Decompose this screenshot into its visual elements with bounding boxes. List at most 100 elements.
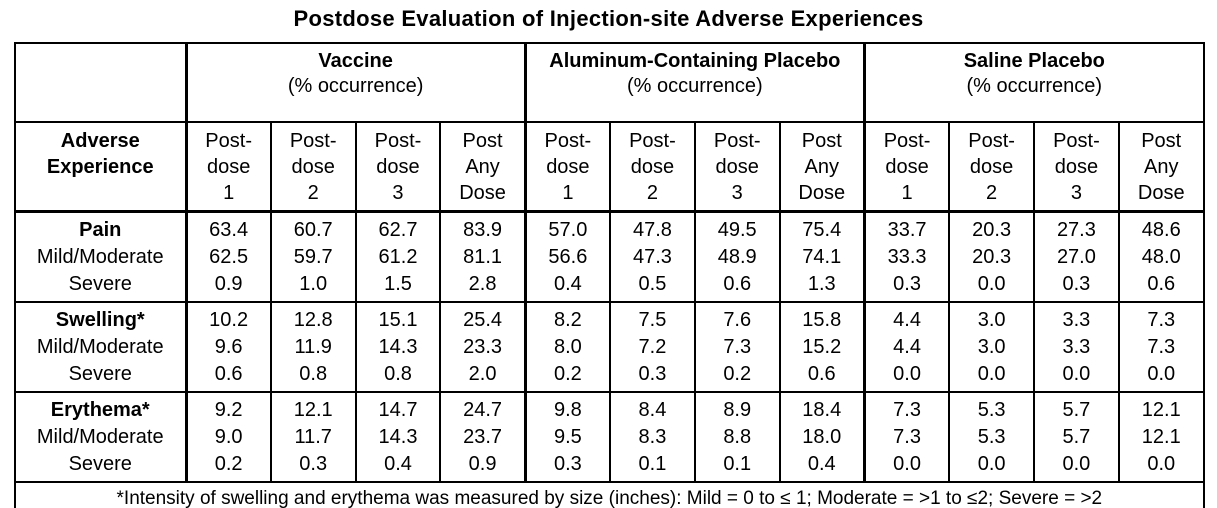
value-line: 74.1: [781, 244, 863, 271]
value-cell: 60.759.71.0: [271, 212, 356, 303]
value-line: 4.4: [866, 307, 948, 334]
value-line: 81.1: [441, 244, 523, 271]
value-line: 48.6: [1120, 217, 1203, 244]
value-line: 15.2: [781, 334, 863, 361]
value-cell: 33.733.30.3: [864, 212, 949, 303]
row-header-line: Experience: [16, 154, 185, 180]
value-line: 60.7: [272, 217, 355, 244]
document-page: Postdose Evaluation of Injection-site Ad…: [0, 0, 1217, 508]
group-header-vaccine: Vaccine (% occurrence): [186, 43, 525, 122]
col-header-group1-postdose3: Post-dose3: [356, 122, 441, 212]
value-cell: 48.648.00.6: [1119, 212, 1204, 303]
value-line: 47.3: [611, 244, 694, 271]
value-line: 0.9: [188, 271, 270, 298]
value-line: 47.8: [611, 217, 694, 244]
value-line: 27.0: [1035, 244, 1118, 271]
row-header-line: Adverse: [16, 128, 185, 154]
value-line: 8.0: [527, 334, 609, 361]
value-line: 20.3: [950, 217, 1033, 244]
value-line: 56.6: [527, 244, 609, 271]
value-line: 14.3: [357, 334, 440, 361]
value-line: 2.0: [441, 361, 523, 388]
value-line: 9.8: [527, 397, 609, 424]
col-header-group2-postdose2: Post-dose2: [610, 122, 695, 212]
value-line: 9.0: [188, 424, 270, 451]
table-body: PainMild/ModerateSevere63.462.50.960.759…: [15, 212, 1204, 483]
value-line: 0.6: [696, 271, 779, 298]
value-cell: 75.474.11.3: [780, 212, 865, 303]
footnote-row: *Intensity of swelling and erythema was …: [15, 482, 1204, 508]
value-line: 0.4: [357, 451, 440, 478]
value-cell: 49.548.90.6: [695, 212, 780, 303]
value-line: 0.6: [1120, 271, 1203, 298]
value-line: 7.5: [611, 307, 694, 334]
value-cell: 18.418.00.4: [780, 392, 865, 482]
value-cell: 9.29.00.2: [186, 392, 271, 482]
column-header-row: Adverse Experience Post-dose1Post-dose2P…: [15, 122, 1204, 212]
value-line: 11.7: [272, 424, 355, 451]
value-cell: 12.811.90.8: [271, 302, 356, 392]
value-cell: 10.29.60.6: [186, 302, 271, 392]
value-cell: 3.03.00.0: [949, 302, 1034, 392]
group-subtitle: (% occurrence): [866, 74, 1203, 99]
row-label-cell-pain: PainMild/ModerateSevere: [15, 212, 186, 303]
value-line: 7.3: [866, 424, 948, 451]
value-line: 0.2: [188, 451, 270, 478]
value-line: 0.6: [781, 361, 863, 388]
value-line: 0.1: [696, 451, 779, 478]
value-cell: 8.48.30.1: [610, 392, 695, 482]
row-label-line: Pain: [16, 217, 185, 244]
value-cell: 24.723.70.9: [440, 392, 525, 482]
value-line: 0.4: [527, 271, 609, 298]
group-header-row: Vaccine (% occurrence) Aluminum-Containi…: [15, 43, 1204, 122]
value-line: 1.5: [357, 271, 440, 298]
value-line: 83.9: [441, 217, 523, 244]
value-line: 23.7: [441, 424, 523, 451]
col-header-group3-postanydose: PostAnyDose: [1119, 122, 1204, 212]
value-line: 0.5: [611, 271, 694, 298]
value-line: 33.3: [866, 244, 948, 271]
value-line: 63.4: [188, 217, 270, 244]
value-cell: 5.75.70.0: [1034, 392, 1119, 482]
value-line: 48.0: [1120, 244, 1203, 271]
value-line: 8.2: [527, 307, 609, 334]
value-line: 0.3: [527, 451, 609, 478]
row-label-line: Mild/Moderate: [16, 244, 185, 271]
value-cell: 7.67.30.2: [695, 302, 780, 392]
col-header-group1-postdose1: Post-dose1: [186, 122, 271, 212]
value-line: 57.0: [527, 217, 609, 244]
value-line: 18.4: [781, 397, 863, 424]
value-line: 14.7: [357, 397, 440, 424]
value-line: 12.1: [272, 397, 355, 424]
group-name: Saline Placebo: [866, 49, 1203, 74]
group-name: Aluminum-Containing Placebo: [527, 49, 863, 74]
group-header-aluminum-placebo: Aluminum-Containing Placebo (% occurrenc…: [525, 43, 864, 122]
value-line: 0.2: [527, 361, 609, 388]
value-line: 7.3: [1120, 307, 1203, 334]
value-line: 0.3: [611, 361, 694, 388]
value-line: 5.7: [1035, 424, 1118, 451]
value-line: 0.8: [357, 361, 440, 388]
value-line: 3.3: [1035, 334, 1118, 361]
row-label-line: Severe: [16, 451, 185, 478]
col-header-group3-postdose3: Post-dose3: [1034, 122, 1119, 212]
value-line: 62.7: [357, 217, 440, 244]
value-line: 0.0: [950, 361, 1033, 388]
col-header-group2-postdose1: Post-dose1: [525, 122, 610, 212]
value-line: 5.3: [950, 397, 1033, 424]
value-line: 24.7: [441, 397, 523, 424]
row-label-line: Swelling*: [16, 307, 185, 334]
value-line: 0.3: [272, 451, 355, 478]
row-label-line: Severe: [16, 271, 185, 298]
row-label-cell-erythema: Erythema*Mild/ModerateSevere: [15, 392, 186, 482]
value-line: 15.1: [357, 307, 440, 334]
value-line: 0.8: [272, 361, 355, 388]
page-title: Postdose Evaluation of Injection-site Ad…: [0, 0, 1217, 32]
value-cell: 5.35.30.0: [949, 392, 1034, 482]
value-line: 75.4: [781, 217, 863, 244]
value-cell: 47.847.30.5: [610, 212, 695, 303]
value-line: 15.8: [781, 307, 863, 334]
value-line: 0.3: [1035, 271, 1118, 298]
value-line: 0.3: [866, 271, 948, 298]
value-line: 0.0: [1120, 451, 1203, 478]
